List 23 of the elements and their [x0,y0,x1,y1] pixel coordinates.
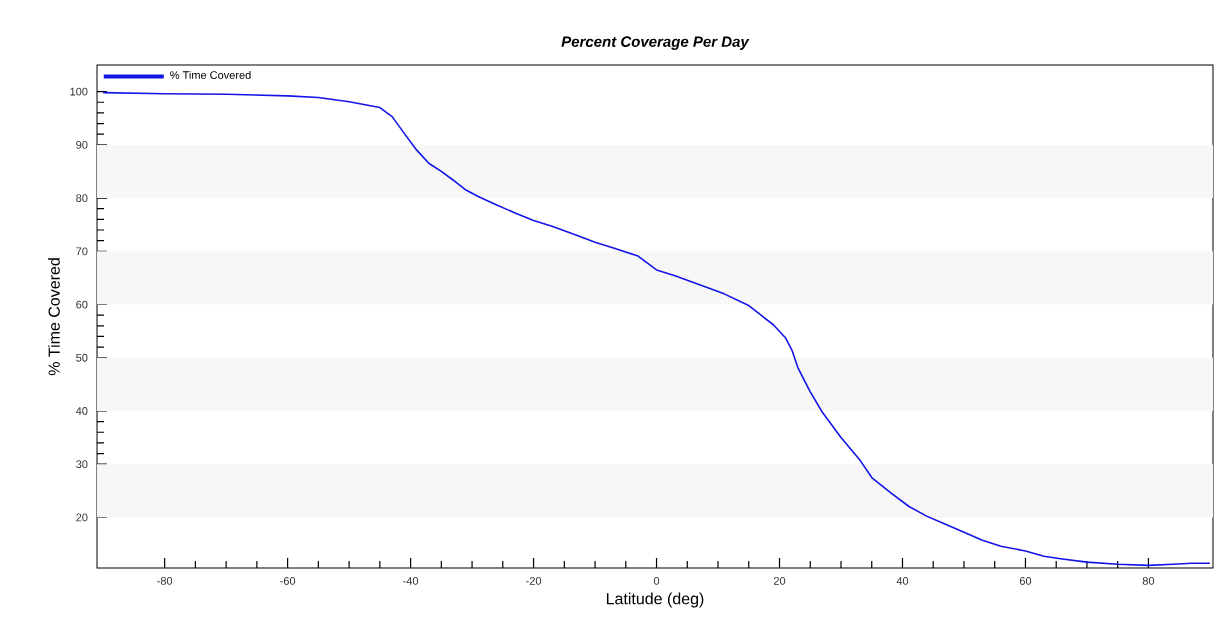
y-tick-label: 100 [70,87,88,96]
series-label: % Time Covered [170,70,251,79]
y-tick-label: 80 [76,194,88,202]
x-axis-title: Latitude (deg) [606,592,704,608]
x-tick-label: -60 [280,577,296,585]
y-tick-label: 70 [76,247,88,256]
y-tick-label: 20 [76,513,88,522]
x-tick-label: 20 [773,577,786,585]
y-tick-label: 40 [75,407,88,415]
y-tick-label: 60 [76,300,88,309]
x-tick-label: -80 [157,577,173,585]
x-tick-label: -40 [403,577,419,585]
y-axis-title: % Time Covered [48,258,60,376]
x-tick-label: -20 [526,577,542,585]
x-tick-label: 40 [896,577,909,585]
x-tick-label: 80 [1142,577,1155,585]
y-tick-label: 90 [76,140,88,149]
chart-title: Percent Coverage Per Day [561,36,750,50]
line-series [102,91,1211,567]
y-tick-label: 50 [76,353,88,362]
x-tick-label: 0 [653,577,660,585]
x-tick-label: 60 [1019,577,1032,585]
y-tick-label: 30 [76,460,88,469]
